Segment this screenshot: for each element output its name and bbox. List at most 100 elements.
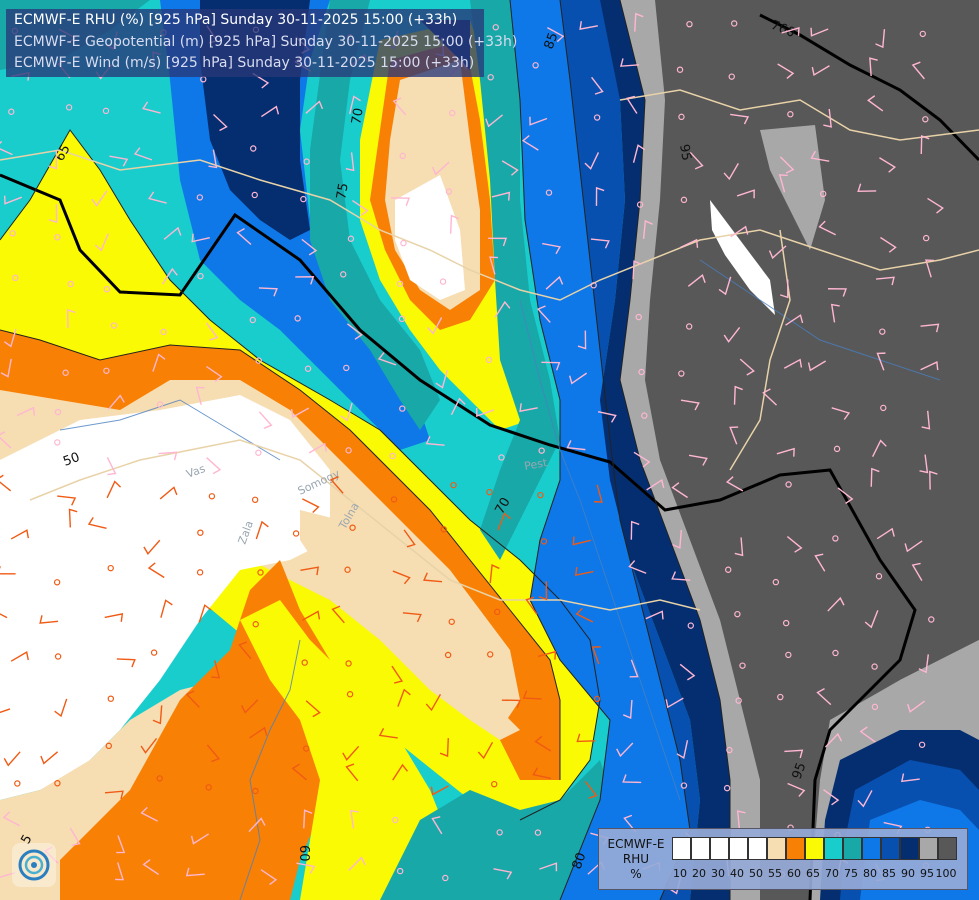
wind-barb	[730, 225, 749, 238]
wind-barb	[402, 612, 422, 623]
legend-swatch	[672, 837, 691, 860]
wind-barb	[827, 596, 845, 612]
wind-barb	[403, 529, 416, 548]
calm-wind-marker	[725, 566, 732, 573]
calm-wind-marker	[785, 651, 792, 659]
wind-barb	[875, 276, 895, 286]
wind-barb	[783, 358, 803, 369]
calm-wind-marker	[12, 274, 19, 282]
wind-barb	[91, 190, 108, 207]
wind-barb	[236, 228, 252, 246]
legend-swatch	[900, 837, 919, 860]
geopotential-contour-760	[0, 173, 917, 900]
wind-barb	[439, 738, 449, 758]
wind-barb	[864, 610, 879, 629]
calm-wind-marker	[251, 496, 259, 504]
wind-barb	[779, 156, 795, 174]
wind-barb	[350, 809, 359, 829]
calm-wind-marker	[928, 616, 935, 623]
wind-barb	[672, 529, 682, 549]
wind-barb	[537, 650, 557, 660]
wind-barb	[536, 305, 551, 323]
wind-barb	[331, 605, 345, 624]
calm-wind-marker	[8, 108, 15, 115]
wind-barb	[680, 238, 699, 249]
wind-barb	[632, 144, 646, 163]
calm-wind-marker	[498, 454, 505, 461]
rhu-legend: ECMWF-E RHU % 10 20 30 40 50 55 60 65 70 75 80 85 90…	[598, 828, 968, 890]
calm-wind-marker	[440, 526, 447, 533]
wind-barb	[258, 411, 273, 429]
wind-barb	[104, 790, 124, 800]
wind-barb	[859, 726, 876, 743]
wind-barb	[488, 237, 508, 247]
calm-wind-marker	[638, 368, 645, 376]
wind-barb	[392, 763, 409, 781]
calm-wind-marker	[65, 104, 73, 111]
rh-tan-south-island	[300, 510, 520, 740]
wind-barb	[255, 520, 269, 540]
calm-wind-marker	[347, 235, 355, 242]
calm-wind-marker	[400, 239, 407, 247]
calm-wind-marker	[734, 610, 741, 618]
wind-barb	[921, 410, 931, 430]
wind-barb	[911, 61, 925, 80]
wind-barb	[430, 785, 449, 796]
wind-barb	[920, 361, 939, 371]
header-line-geopotential: ECMWF-E Geopotential (m) [925 hPa] Sunda…	[14, 33, 518, 50]
wind-barb	[623, 814, 637, 833]
geopotential-contour-760-north	[759, 13, 979, 162]
wind-barb	[579, 21, 598, 30]
legend-tick-label: 50	[749, 867, 763, 880]
rh-label-95-bottom: 95	[790, 761, 810, 782]
calm-wind-marker	[197, 272, 204, 280]
wind-barb	[94, 233, 109, 252]
wind-barb	[837, 487, 854, 504]
rh-label-70-mid: 70	[492, 495, 513, 517]
wind-barb	[116, 835, 126, 854]
rivers	[59, 259, 941, 900]
legend-swatch	[919, 837, 938, 860]
calm-wind-marker	[782, 619, 790, 627]
wind-barb	[718, 276, 732, 296]
wind-barb	[485, 114, 504, 128]
wind-barb	[830, 303, 840, 323]
wind-barb	[576, 733, 596, 743]
calm-wind-marker	[156, 401, 164, 408]
wind-barb	[920, 135, 930, 155]
place-pest: Pest	[523, 456, 549, 473]
wind-barb	[679, 663, 696, 681]
wind-barb	[191, 233, 210, 243]
wind-barb	[824, 732, 843, 748]
rh-teal-north	[310, 0, 440, 430]
wind-barb	[87, 517, 107, 530]
calm-wind-marker	[54, 780, 61, 787]
wind-barb	[867, 95, 884, 112]
wind-barb	[920, 323, 940, 333]
wind-barb	[918, 654, 929, 674]
calm-wind-marker	[53, 579, 61, 586]
wind-barb	[729, 426, 739, 445]
calm-wind-marker	[196, 194, 204, 201]
calm-wind-marker	[875, 573, 883, 580]
wind-barb	[302, 498, 320, 514]
wind-barb	[501, 699, 521, 709]
wind-barb	[734, 537, 744, 557]
wind-barb	[0, 708, 11, 714]
wind-barb	[630, 520, 640, 540]
calm-wind-marker	[343, 364, 350, 372]
wind-barb	[779, 279, 789, 299]
legend-tick-label: 20	[692, 867, 706, 880]
calm-wind-marker	[398, 315, 406, 323]
legend-swatch	[862, 837, 881, 860]
calm-wind-marker	[54, 653, 62, 660]
legend-title-line1: ECMWF-E	[607, 837, 665, 851]
wind-barb	[208, 149, 218, 169]
wind-barb	[818, 220, 836, 236]
legend-tick-label: 55	[768, 867, 782, 880]
wind-barb	[904, 540, 923, 553]
wind-barb	[3, 751, 21, 767]
calm-wind-marker	[879, 328, 886, 335]
wind-barb	[489, 256, 499, 275]
wind-barb	[342, 745, 360, 761]
